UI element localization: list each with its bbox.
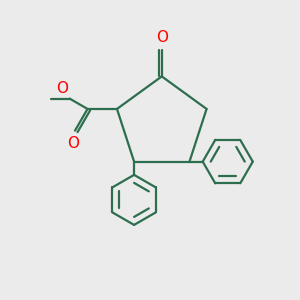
Text: O: O <box>68 136 80 151</box>
Text: O: O <box>56 81 68 96</box>
Text: O: O <box>156 30 168 45</box>
